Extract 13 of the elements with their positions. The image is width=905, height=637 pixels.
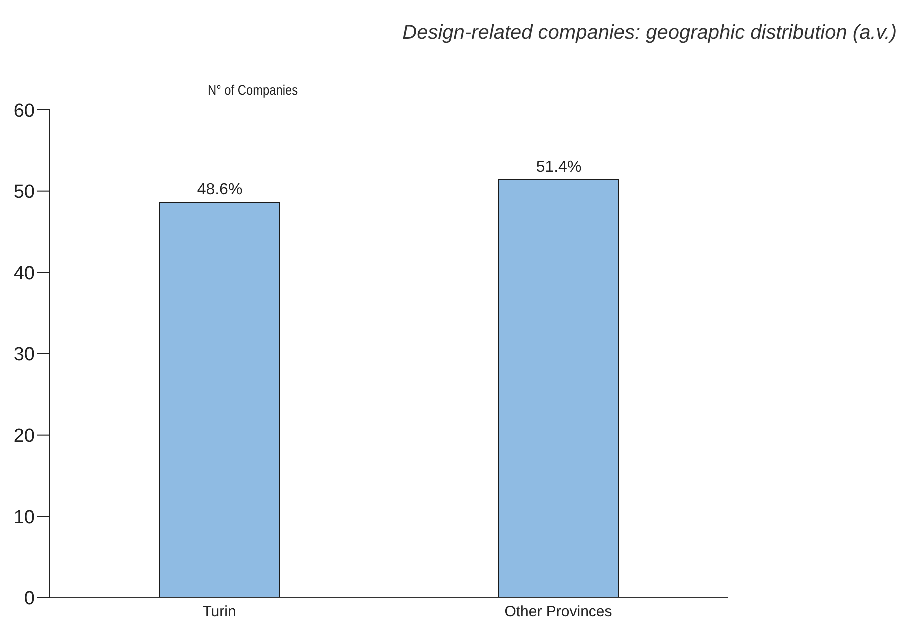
y-tick-label: 20 — [14, 426, 35, 448]
y-tick-label: 10 — [14, 507, 35, 528]
y-tick-label: 50 — [14, 182, 35, 204]
y-tick-label: 40 — [14, 263, 35, 284]
y-tick-label: 0 — [24, 588, 35, 610]
x-tick-label: Other Provinces — [504, 604, 612, 621]
data-label: 48.6% — [197, 182, 243, 199]
y-tick-label: 60 — [14, 100, 35, 122]
x-tick-label: Turin — [202, 604, 236, 621]
y-axis-title: N° of Companies — [208, 82, 298, 98]
data-label: 51.4% — [536, 158, 582, 176]
chart-title: Design-related companies: geographic distribution (a.v.) — [402, 22, 897, 45]
y-tick-label: 30 — [14, 344, 35, 366]
